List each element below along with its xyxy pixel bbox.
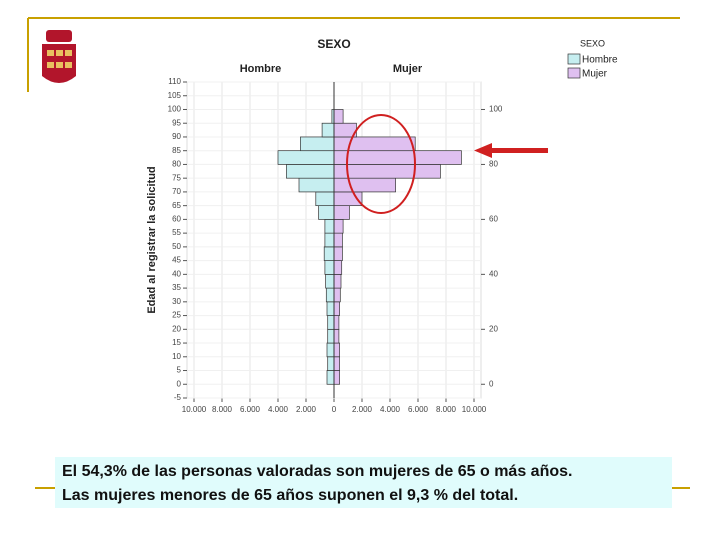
bar	[323, 246, 335, 261]
x-tick-label: 6.000	[240, 405, 261, 414]
bar	[318, 205, 335, 220]
panel-label: Hombre	[240, 63, 282, 75]
y-tick-label: 0	[177, 379, 182, 388]
caption-line: El 54,3% de las personas valoradas son m…	[62, 463, 572, 480]
y-tick-label: 105	[168, 91, 182, 100]
bar	[326, 370, 335, 385]
y2-tick-label: 40	[489, 269, 498, 278]
bar	[324, 260, 335, 275]
legend-label: Mujer	[582, 69, 608, 80]
bar	[333, 219, 344, 234]
bar	[333, 232, 343, 248]
bar	[324, 232, 335, 248]
y-tick-label: 95	[172, 118, 181, 127]
bar	[298, 177, 335, 193]
legend-swatch	[567, 67, 581, 79]
bar	[333, 287, 341, 303]
bar	[333, 109, 344, 124]
legend-title: SEXO	[580, 38, 605, 48]
legend-swatch	[567, 53, 581, 65]
bar	[333, 164, 441, 179]
y2-tick-label: 80	[489, 160, 498, 169]
y-tick-label: 70	[172, 187, 181, 196]
x-tick-label: 10.000	[182, 405, 207, 414]
y-tick-label: 40	[172, 269, 181, 278]
bar	[277, 150, 335, 165]
highlight-ellipse	[346, 114, 416, 214]
y-tick-label: 65	[172, 201, 181, 210]
bar	[325, 287, 335, 303]
y-tick-label: 85	[172, 146, 181, 155]
plot: 10.000 8.000 6.000 4.000 2.000 0 2.000 4.000 6.0…	[168, 53, 618, 414]
x-tick-label: 2.000	[352, 405, 373, 414]
bar	[286, 164, 335, 179]
bar	[315, 191, 335, 207]
bar	[333, 315, 340, 330]
y-tick-label: 5	[177, 366, 182, 375]
bar	[333, 328, 340, 344]
y-tick-label: 110	[168, 77, 181, 86]
y-tick-label: 80	[172, 160, 181, 169]
bar	[300, 136, 335, 152]
caption-line: Las mujeres menores de 65 años suponen e…	[62, 487, 518, 504]
y2-tick-label: 0	[489, 379, 494, 388]
x-tick-label: 0	[332, 405, 337, 414]
bar	[327, 328, 335, 344]
x-tick-label: 8.000	[212, 405, 233, 414]
y-tick-label: 75	[172, 173, 181, 182]
y2-tick-label: 100	[489, 105, 503, 114]
x-tick-label: 8.000	[436, 405, 457, 414]
x-tick-label: 6.000	[408, 405, 429, 414]
bar	[333, 136, 416, 152]
bar	[324, 219, 335, 234]
y-axis-label: Edad al registrar la solicitud	[146, 166, 158, 313]
y-tick-label: 25	[172, 311, 181, 320]
caption-box	[55, 457, 672, 508]
bar	[333, 260, 343, 275]
bar	[333, 150, 462, 165]
bar	[327, 315, 335, 330]
bar	[325, 273, 335, 289]
x-tick-label: 10.000	[462, 405, 487, 414]
y-tick-label: 100	[168, 105, 182, 114]
bar	[326, 342, 335, 358]
y-tick-label: 60	[172, 215, 181, 224]
chart-title: SEXO	[317, 37, 350, 51]
y-tick-label: 30	[172, 297, 181, 306]
y-tick-label: 90	[172, 132, 181, 141]
bar	[333, 342, 340, 358]
bar	[326, 301, 335, 316]
bar	[333, 370, 340, 385]
y-tick-label: -5	[174, 393, 182, 402]
panel-label: Mujer	[393, 63, 423, 75]
legend-label: Hombre	[582, 55, 618, 66]
y-tick-label: 55	[172, 228, 181, 237]
y-tick-label: 45	[172, 256, 181, 265]
bar	[333, 273, 342, 289]
y-tick-label: 10	[172, 352, 181, 361]
y2-tick-label: 20	[489, 324, 498, 333]
bar	[327, 356, 335, 371]
bar	[333, 205, 350, 220]
bar	[333, 356, 340, 371]
bar	[333, 246, 343, 261]
x-tick-label: 2.000	[296, 405, 317, 414]
arrow	[474, 143, 548, 158]
x-tick-label: 4.000	[380, 405, 401, 414]
y-tick-label: 35	[172, 283, 181, 292]
y2-tick-label: 60	[489, 215, 498, 224]
bar	[321, 122, 335, 138]
logo	[42, 30, 76, 83]
y-tick-label: 15	[172, 338, 181, 347]
y-tick-label: 50	[172, 242, 181, 251]
bar	[333, 301, 340, 316]
y-tick-label: 20	[172, 324, 181, 333]
bar	[333, 177, 396, 193]
x-tick-label: 4.000	[268, 405, 289, 414]
